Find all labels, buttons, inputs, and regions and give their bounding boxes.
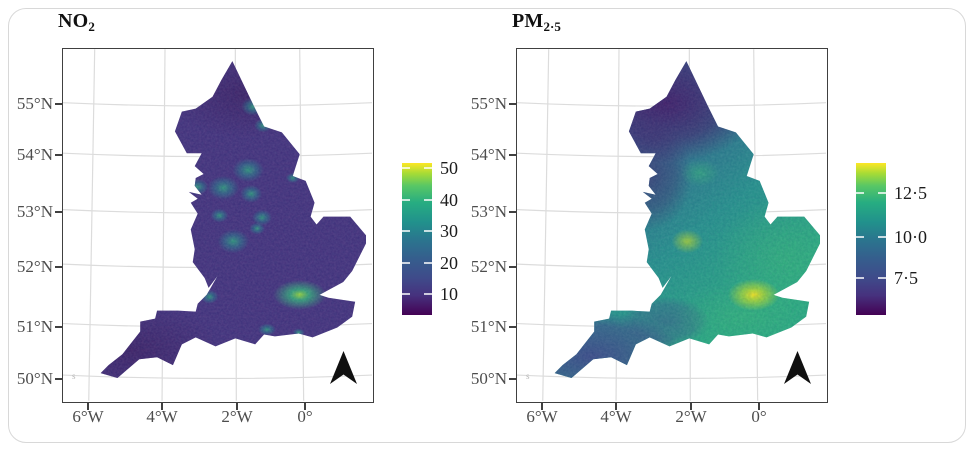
ytick (509, 378, 516, 380)
colorbar-no2 (402, 163, 432, 315)
pm25-map (517, 49, 826, 401)
colorbar-tick (424, 262, 432, 264)
title-no2-base: NO (58, 10, 89, 32)
colorbar-label: 12·5 (894, 183, 927, 203)
x-axis-label: 0° (751, 407, 767, 426)
title-pm25-sub: 2·5 (543, 19, 561, 34)
y-axis-label: 54°N (16, 145, 53, 164)
colorbar-label: 50 (440, 158, 458, 178)
ytick (55, 211, 62, 213)
y-axis-label: 51°N (16, 317, 53, 336)
xtick (236, 403, 238, 410)
ytick (55, 154, 62, 156)
colorbar-tick (878, 277, 886, 279)
england-raster-no2 (100, 61, 367, 379)
title-no2-sub: 2 (88, 19, 95, 34)
xtick (161, 403, 163, 410)
colorbar-pm25 (856, 163, 886, 315)
panel-title-pm25: PM2·5 (512, 10, 561, 35)
ytick (55, 103, 62, 105)
xtick (758, 403, 760, 410)
map-plot-no2 (62, 48, 374, 403)
colorbar-label: 30 (440, 221, 458, 241)
scale-text: s (526, 371, 530, 381)
x-axis-label: 0° (297, 407, 313, 426)
x-axis-label: 4°W (600, 407, 632, 426)
ytick (509, 266, 516, 268)
colorbar-tick (424, 230, 432, 232)
y-axis-label: 53°N (470, 202, 507, 221)
no2-map (63, 49, 372, 401)
ytick (509, 154, 516, 156)
xtick (304, 403, 306, 410)
colorbar-tick (856, 236, 864, 238)
y-axis-label: 50°N (16, 369, 53, 388)
x-axis-label: 2°W (221, 407, 253, 426)
colorbar-tick (402, 293, 410, 295)
x-axis-label: 4°W (146, 407, 178, 426)
colorbar-label: 10 (440, 284, 458, 304)
x-axis-label: 6°W (526, 407, 558, 426)
ytick (509, 103, 516, 105)
colorbar-tick (402, 262, 410, 264)
colorbar-tick (878, 192, 886, 194)
colorbar-tick (402, 167, 410, 169)
england-raster-pm25 (554, 61, 821, 379)
ytick (509, 211, 516, 213)
colorbar-tick (424, 167, 432, 169)
colorbar-tick (856, 277, 864, 279)
colorbar-label: 10·0 (894, 227, 927, 247)
colorbar-tick (402, 230, 410, 232)
panel-title-no2: NO2 (58, 10, 95, 35)
xtick (541, 403, 543, 410)
y-axis-label: 53°N (16, 202, 53, 221)
ytick (55, 326, 62, 328)
title-pm25-base: PM (512, 10, 544, 32)
north-arrow-icon (330, 351, 357, 384)
colorbar-tick (856, 192, 864, 194)
colorbar-label: 40 (440, 190, 458, 210)
colorbar-tick (424, 199, 432, 201)
ytick (55, 378, 62, 380)
x-axis-label: 6°W (72, 407, 104, 426)
y-axis-label: 51°N (470, 317, 507, 336)
ytick (509, 326, 516, 328)
y-axis-label: 52°N (16, 257, 53, 276)
ytick (55, 266, 62, 268)
colorbar-tick (424, 293, 432, 295)
colorbar-label: 7·5 (894, 268, 918, 288)
xtick (87, 403, 89, 410)
y-axis-label: 52°N (470, 257, 507, 276)
xtick (690, 403, 692, 410)
colorbar-tick (878, 236, 886, 238)
x-axis-label: 2°W (675, 407, 707, 426)
north-arrow-icon (784, 351, 811, 384)
scale-text: s (72, 371, 76, 381)
y-axis-label: 54°N (470, 145, 507, 164)
map-plot-pm25 (516, 48, 828, 403)
xtick (615, 403, 617, 410)
y-axis-label: 55°N (16, 94, 53, 113)
colorbar-tick (402, 199, 410, 201)
colorbar-label: 20 (440, 253, 458, 273)
y-axis-label: 55°N (470, 94, 507, 113)
y-axis-label: 50°N (470, 369, 507, 388)
